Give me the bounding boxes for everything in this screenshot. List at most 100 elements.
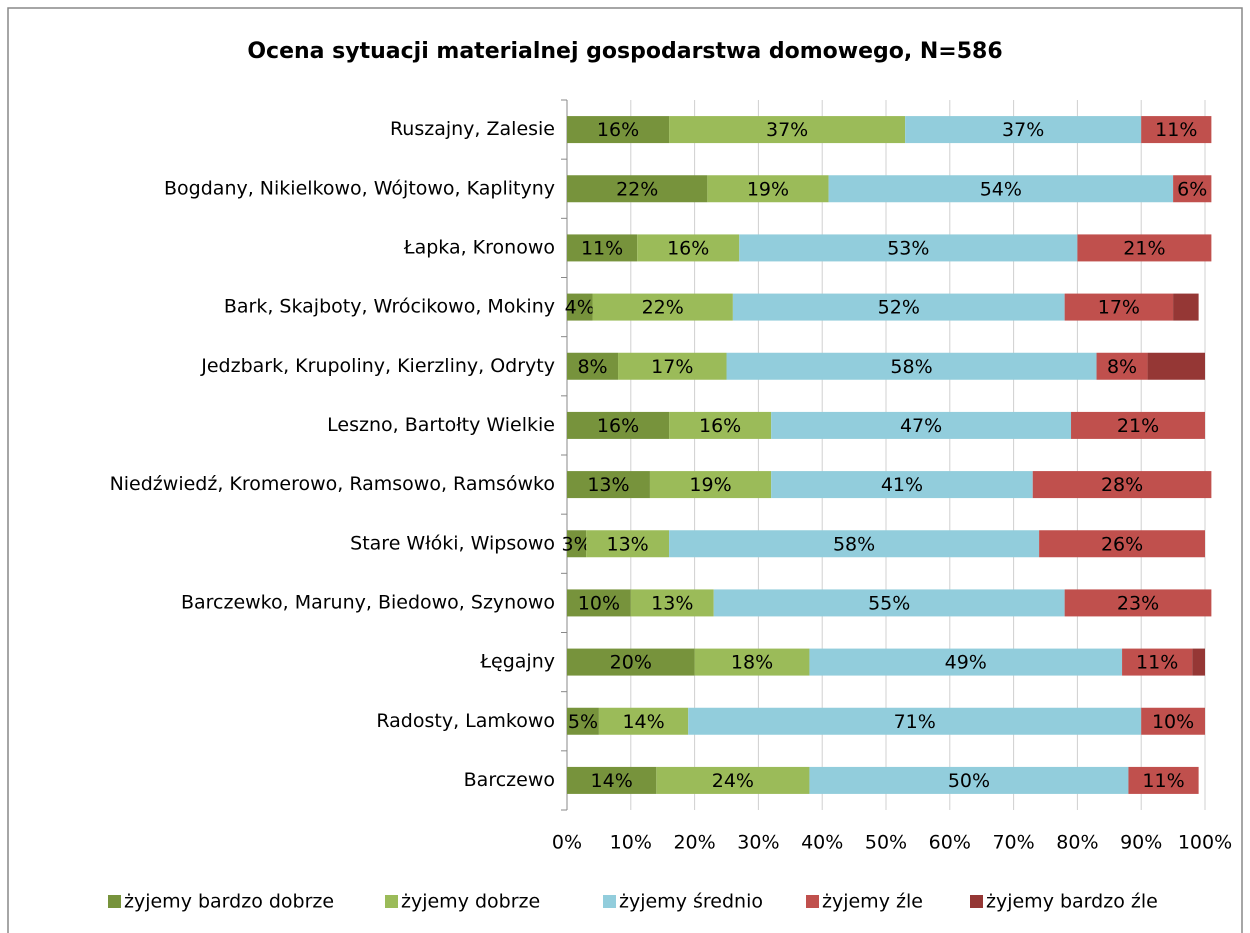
data-label: 13% [651, 592, 693, 614]
data-label: 41% [881, 474, 923, 496]
legend-label: żyjemy bardzo źle [986, 891, 1158, 913]
x-tick-label: 100% [1178, 832, 1232, 854]
bar-segment [688, 707, 1142, 735]
bar-segment [828, 175, 1174, 203]
legend-label: żyjemy źle [822, 891, 923, 913]
data-label: 11% [581, 237, 623, 259]
bar-segment [567, 411, 670, 439]
legend-swatch [603, 895, 616, 908]
data-label: 16% [597, 415, 639, 437]
bar-segment [649, 471, 772, 499]
data-label: 19% [747, 178, 789, 200]
bar-segment [1064, 293, 1174, 321]
data-label: 24% [712, 770, 754, 792]
x-tick-label: 50% [865, 832, 907, 854]
data-label: 53% [887, 237, 929, 259]
bar-segment [905, 116, 1142, 144]
legend-swatch [970, 895, 983, 908]
bar-segment [592, 293, 733, 321]
data-label: 50% [948, 770, 990, 792]
legend-swatch [806, 895, 819, 908]
x-tick-label: 0% [552, 832, 582, 854]
bar-segment [771, 471, 1033, 499]
data-label: 47% [900, 415, 942, 437]
data-label: 23% [1117, 592, 1159, 614]
y-tick-label: Niedźwiedź, Kromerowo, Ramsowo, Ramsówko [110, 473, 555, 495]
x-tick-label: 30% [737, 832, 779, 854]
x-tick-label: 20% [673, 832, 715, 854]
bar-segment [567, 648, 695, 676]
data-label: 11% [1142, 770, 1184, 792]
data-label: 28% [1101, 474, 1143, 496]
data-label: 18% [731, 652, 773, 674]
data-label: 4% [565, 297, 595, 319]
bar-segment [694, 648, 810, 676]
data-label: 26% [1101, 533, 1143, 555]
bar-segment [567, 293, 593, 321]
data-label: 16% [699, 415, 741, 437]
bar-segment [1039, 530, 1205, 558]
data-label: 19% [689, 474, 731, 496]
bar-segment [567, 234, 638, 262]
y-tick-label: Łęgajny [479, 651, 555, 673]
bar-segment [771, 411, 1072, 439]
bar-segment [1128, 766, 1199, 794]
y-tick-label: Bark, Skajboty, Wrócikowo, Mokiny [224, 296, 555, 318]
bar-segment [567, 766, 657, 794]
data-label: 71% [894, 711, 936, 733]
bar-segment [1192, 648, 1205, 676]
data-label: 10% [1152, 711, 1194, 733]
bar-segment [1077, 234, 1212, 262]
bar-segment [732, 293, 1065, 321]
y-tick-label: Radosty, Lamkowo [376, 710, 555, 732]
bar-segment [618, 352, 727, 380]
bar-segment [1173, 293, 1199, 321]
data-label: 5% [568, 711, 598, 733]
data-label: 37% [1002, 119, 1044, 141]
data-label: 54% [980, 178, 1022, 200]
bar-segment [1064, 589, 1212, 617]
data-label: 11% [1155, 119, 1197, 141]
bar-segment [586, 530, 670, 558]
bar-segment [739, 234, 1078, 262]
data-label: 3% [561, 533, 591, 555]
bar-segment [656, 766, 810, 794]
data-label: 10% [578, 592, 620, 614]
data-label: 16% [667, 237, 709, 259]
bar-segment [567, 530, 587, 558]
y-tick-label: Bogdany, Nikielkowo, Wójtowo, Kaplityny [164, 177, 555, 199]
legend-swatch [108, 895, 121, 908]
data-label: 21% [1117, 415, 1159, 437]
bar-segment [567, 352, 619, 380]
bar-segment [669, 116, 906, 144]
bar-segment [1032, 471, 1212, 499]
data-label: 20% [610, 652, 652, 674]
data-label: 6% [1177, 178, 1207, 200]
legend-label: żyjemy średnio [619, 891, 763, 913]
bar-segment [1122, 648, 1193, 676]
bar-segment [567, 175, 708, 203]
bar-segment [707, 175, 829, 203]
x-tick-label: 90% [1120, 832, 1162, 854]
bar-segment [1173, 175, 1212, 203]
bar-segment [713, 589, 1065, 617]
y-tick-label: Łapka, Kronowo [403, 236, 555, 258]
y-tick-label: Jedzbark, Krupoliny, Kierzliny, Odryty [200, 355, 555, 377]
data-label: 55% [868, 592, 910, 614]
data-label: 21% [1123, 237, 1165, 259]
data-label: 13% [587, 474, 629, 496]
data-label: 8% [577, 356, 607, 378]
bar-segment [809, 648, 1123, 676]
x-tick-label: 70% [992, 832, 1034, 854]
bar-segment [1141, 707, 1205, 735]
bar-segment [567, 707, 599, 735]
data-label: 22% [642, 297, 684, 319]
y-tick-label: Ruszajny, Zalesie [390, 118, 555, 140]
data-label: 58% [833, 533, 875, 555]
bar-segment [598, 707, 689, 735]
bar-segment [637, 234, 740, 262]
bar-segment [809, 766, 1129, 794]
bar-segment [630, 589, 714, 617]
bar-segment [567, 116, 670, 144]
